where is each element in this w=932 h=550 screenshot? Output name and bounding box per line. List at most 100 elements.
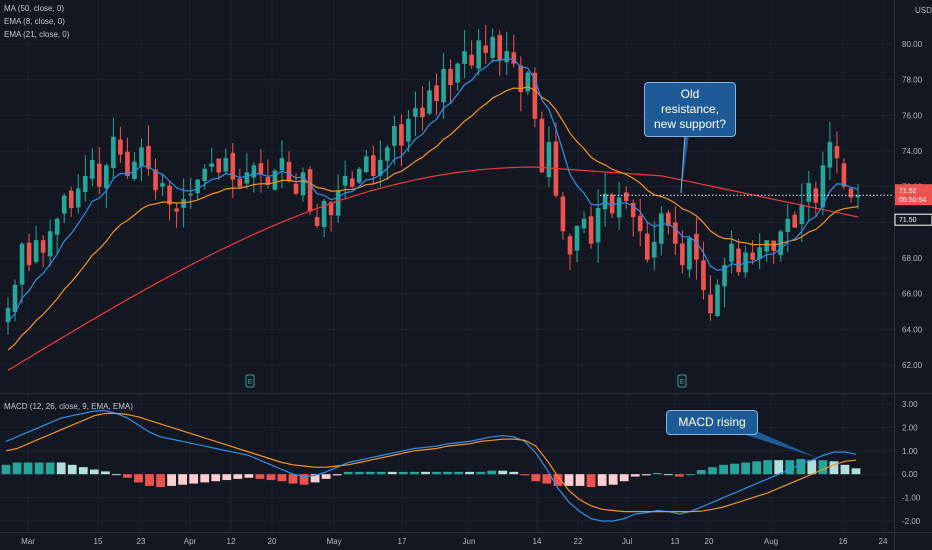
- candle-body: [644, 233, 650, 260]
- candle-body: [588, 216, 594, 244]
- candle-body: [68, 190, 74, 209]
- y-tick-label: 74.00: [902, 147, 923, 156]
- macd-histogram-bar: [785, 460, 795, 475]
- macd-histogram-bar: [299, 474, 309, 485]
- candle-body: [448, 68, 453, 86]
- macd-histogram-bar: [741, 462, 751, 475]
- macd-histogram-bar: [410, 471, 419, 475]
- macd-histogram-bar: [23, 462, 33, 475]
- candle-body: [356, 168, 362, 183]
- candle-body: [286, 161, 292, 182]
- x-tick-label: Jul: [622, 537, 632, 546]
- candle-body: [209, 163, 215, 167]
- candle-body: [666, 212, 671, 226]
- macd-histogram-bar: [840, 464, 850, 475]
- macd-histogram-bar: [376, 471, 386, 475]
- candle-body: [736, 248, 741, 273]
- candle-body: [841, 163, 847, 187]
- legend-ma50: MA (50, close, 0): [4, 4, 65, 13]
- candle-body: [125, 151, 130, 176]
- macd-histogram-bar: [432, 471, 441, 475]
- x-tick-label: 24: [879, 537, 888, 546]
- macd-y-tick-label: 0.00: [902, 470, 918, 479]
- candle-body: [680, 243, 685, 266]
- candle-body: [321, 200, 327, 227]
- line-price-tag-bg: [894, 213, 932, 226]
- earnings-marker: E: [245, 374, 255, 388]
- macd-y-tick-label: -2.00: [902, 517, 921, 526]
- candle-body: [560, 196, 566, 232]
- macd-histogram-bar: [465, 471, 475, 475]
- candle-body: [202, 168, 207, 182]
- candle-body: [848, 188, 854, 198]
- macd-histogram-bar: [343, 471, 353, 475]
- macd-histogram-bar: [211, 474, 221, 482]
- currency-label: USD: [915, 6, 932, 15]
- candle-body: [40, 240, 46, 253]
- candle-body: [300, 172, 306, 196]
- candle-body: [244, 172, 250, 184]
- earnings-marker: E: [677, 374, 687, 388]
- candle-body: [167, 185, 172, 205]
- candle-body: [630, 202, 636, 217]
- macd-histogram-bar: [365, 471, 375, 475]
- macd-y-tick-label: -1.00: [902, 494, 921, 503]
- macd-histogram-bar: [708, 467, 717, 475]
- candle-body: [637, 215, 643, 232]
- candle-body: [546, 142, 552, 178]
- macd-histogram-bar: [443, 471, 452, 475]
- macd-histogram-bar: [630, 474, 640, 477]
- candle-body: [694, 233, 699, 260]
- x-tick-label: 14: [533, 537, 542, 546]
- countdown-value: 05:50:54: [899, 197, 926, 204]
- macd-histogram-bar: [233, 474, 243, 479]
- candle-body: [160, 183, 165, 187]
- candle-body: [764, 240, 769, 252]
- x-tick-label: 13: [671, 537, 680, 546]
- grid-lines: [0, 0, 894, 532]
- candle-body: [349, 178, 355, 187]
- x-tick-label: 20: [705, 537, 714, 546]
- candle-body: [111, 136, 116, 169]
- candle-body: [82, 175, 88, 192]
- x-tick-label: 22: [574, 537, 583, 546]
- macd-histogram-bar: [796, 458, 806, 475]
- macd-histogram-bar: [686, 474, 695, 476]
- x-tick-label: 17: [398, 537, 407, 546]
- macd-histogram-bar: [421, 471, 430, 475]
- y-tick-label: 78.00: [902, 76, 923, 85]
- x-tick-label: 15: [94, 537, 103, 546]
- x-tick-label: Jun: [463, 537, 476, 546]
- candle-body: [279, 158, 285, 171]
- candle-body: [12, 284, 18, 313]
- line-price-value: 71.50: [899, 217, 917, 224]
- y-tick-label: 68.00: [902, 254, 923, 263]
- macd-histogram-bar: [167, 474, 176, 486]
- candle-body: [335, 190, 341, 216]
- macd-histogram-bar: [719, 464, 728, 475]
- macd-histogram-bar: [56, 462, 66, 475]
- macd-histogram-bar: [851, 468, 861, 475]
- macd-histogram-bar: [145, 474, 154, 486]
- earnings-marker-label: E: [248, 379, 253, 386]
- macd-histogram-bar: [34, 462, 44, 475]
- candle-body: [385, 147, 390, 161]
- candle-body: [420, 107, 425, 118]
- candle-body: [61, 195, 67, 214]
- macd-histogram-bar: [652, 473, 662, 475]
- x-tick-label: 12: [227, 537, 236, 546]
- macd-histogram-bar: [454, 471, 463, 475]
- candle-body: [483, 45, 488, 53]
- macd-histogram-bar: [45, 462, 55, 475]
- candle-body: [33, 240, 39, 263]
- macd-histogram-bar: [542, 474, 552, 484]
- macd-y-tick-label: 3.00: [902, 400, 918, 409]
- y-tick-label: 62.00: [902, 361, 923, 370]
- candle-body: [827, 142, 833, 168]
- macd-histogram: [1, 458, 861, 488]
- candle-body: [153, 169, 158, 191]
- macd-histogram-bar: [553, 474, 563, 486]
- candle-body: [511, 52, 517, 64]
- macd-histogram-bar: [310, 474, 320, 483]
